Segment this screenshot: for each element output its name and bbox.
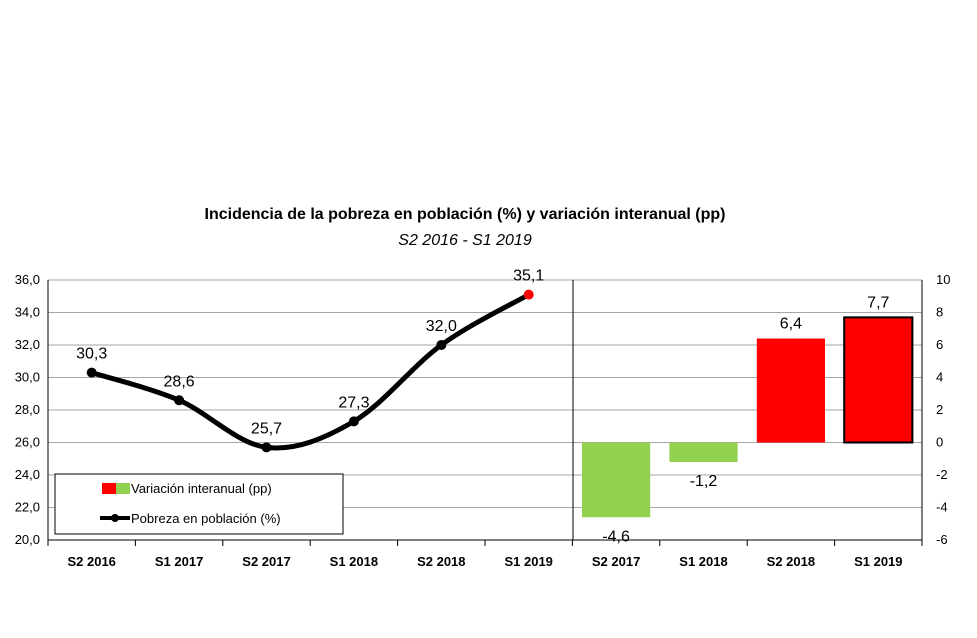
line-data-label: 27,3 xyxy=(338,394,369,411)
line-marker xyxy=(174,395,185,406)
y-tick-label-right: 8 xyxy=(936,305,943,320)
legend-swatch-marker xyxy=(111,514,119,522)
pobreza-line xyxy=(89,292,532,451)
legend-label: Variación interanual (pp) xyxy=(131,481,272,496)
y-tick-label-left: 20,0 xyxy=(15,532,40,547)
line-marker xyxy=(523,289,534,300)
x-tick-label: S1 2019 xyxy=(854,554,902,569)
legend: Variación interanual (pp) Pobreza en pobl… xyxy=(54,473,344,535)
x-tick-label: S2 2016 xyxy=(67,554,115,569)
x-tick-label: S2 2017 xyxy=(592,554,640,569)
y-tick-label-right: 10 xyxy=(936,272,950,287)
axes: 20,0 -6 22,0 -4 24,0 -2 26,0 0 28,0 2 30,0 4 32,0 6 34… xyxy=(15,272,951,569)
y-tick-label-right: -4 xyxy=(936,500,948,515)
y-tick-label-left: 30,0 xyxy=(15,370,40,385)
y-tick-label-right: -2 xyxy=(936,467,948,482)
legend-swatch-bar-red xyxy=(102,483,116,494)
bar xyxy=(582,442,651,518)
x-tick-label: S2 2018 xyxy=(767,554,815,569)
x-tick-label: S1 2018 xyxy=(679,554,727,569)
line-data-label: 25,7 xyxy=(251,420,282,437)
legend-label: Pobreza en población (%) xyxy=(131,511,281,526)
line-data-label: 35,1 xyxy=(513,268,544,285)
x-tick-label: S2 2017 xyxy=(242,554,290,569)
bar xyxy=(756,338,825,443)
y-tick-label-left: 28,0 xyxy=(15,402,40,417)
chart-title: Incidencia de la pobreza en población (%… xyxy=(205,206,726,223)
bar xyxy=(669,442,738,462)
x-tick-label: S1 2019 xyxy=(504,554,552,569)
y-tick-label-left: 32,0 xyxy=(15,337,40,352)
y-tick-label-left: 26,0 xyxy=(15,435,40,450)
line-data-label: 28,6 xyxy=(164,373,195,390)
y-tick-label-right: -6 xyxy=(936,532,948,547)
y-tick-label-right: 2 xyxy=(936,402,943,417)
legend-swatch-bar-green xyxy=(116,483,130,494)
bar-data-label: -1,2 xyxy=(690,473,718,490)
bar-data-label: -4,6 xyxy=(602,528,630,545)
line-marker xyxy=(86,367,97,378)
bar-series: -4,6 -1,2 6,4 7,7 xyxy=(582,294,914,545)
line-marker xyxy=(261,442,272,453)
line-marker xyxy=(348,416,359,427)
line-series: 30,3 28,6 25,7 27,3 32,0 35,1 xyxy=(76,268,544,453)
bar-data-label: 6,4 xyxy=(780,316,802,333)
y-tick-label-left: 24,0 xyxy=(15,467,40,482)
x-tick-label: S1 2017 xyxy=(155,554,203,569)
y-tick-label-right: 6 xyxy=(936,337,943,352)
bar-data-label: 7,7 xyxy=(867,294,889,311)
y-tick-label-left: 22,0 xyxy=(15,500,40,515)
y-tick-label-right: 4 xyxy=(936,370,943,385)
y-tick-label-left: 36,0 xyxy=(15,272,40,287)
chart-subtitle: S2 2016 - S1 2019 xyxy=(398,232,532,249)
bar xyxy=(843,316,914,444)
y-tick-label-left: 34,0 xyxy=(15,305,40,320)
y-tick-label-right: 0 xyxy=(936,435,943,450)
x-tick-label: S1 2018 xyxy=(330,554,378,569)
x-tick-label: S2 2018 xyxy=(417,554,465,569)
line-marker xyxy=(436,340,447,350)
line-data-label: 32,0 xyxy=(426,318,457,335)
line-data-label: 30,3 xyxy=(76,346,107,363)
